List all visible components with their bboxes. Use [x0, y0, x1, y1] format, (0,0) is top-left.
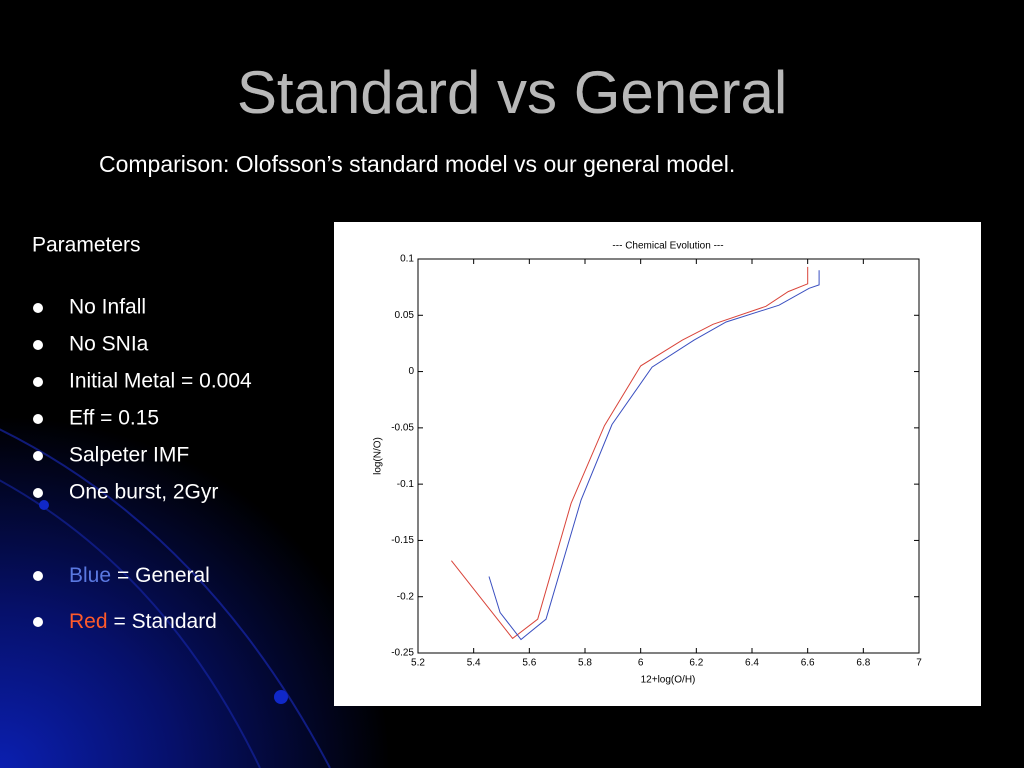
bullet-dot: [33, 451, 43, 461]
bullet-dot: [33, 571, 43, 581]
slide-title: Standard vs General: [237, 59, 787, 126]
bullet-dot: [33, 617, 43, 627]
highlight-word: Blue: [69, 564, 111, 587]
x-tick-label: 6.6: [801, 658, 815, 669]
bullet-dot: [33, 340, 43, 350]
bullet-text: Initial Metal = 0.004: [69, 370, 252, 393]
bullet-text: No Infall: [69, 296, 146, 319]
chart-title: --- Chemical Evolution ---: [612, 241, 723, 252]
bullet-text: Eff = 0.15: [69, 407, 159, 430]
series-line: [451, 266, 809, 640]
x-tick-label: 6.8: [856, 658, 870, 669]
bullet-rest: = General: [117, 564, 210, 587]
section-heading: Parameters: [32, 234, 141, 257]
bullet-text: One burst, 2Gyr: [69, 481, 218, 504]
x-tick-label: 7: [916, 658, 922, 669]
bullet-dot: [33, 414, 43, 424]
y-tick-label: 0.1: [400, 254, 414, 265]
x-tick-label: 6.2: [689, 658, 703, 669]
bullet-text: No SNIa: [69, 333, 149, 356]
decor-arc: [0, 428, 331, 768]
bullet-dot: [33, 303, 43, 313]
x-tick-label: 5.4: [467, 658, 481, 669]
y-tick-label: -0.15: [391, 535, 414, 546]
bullet-dot: [33, 377, 43, 387]
x-tick-label: 5.6: [522, 658, 536, 669]
bullet-dot: [33, 488, 43, 498]
y-tick-label: 0: [408, 366, 414, 377]
x-tick-label: 6.4: [745, 658, 759, 669]
series-line: [488, 270, 820, 641]
x-tick-label: 5.2: [411, 658, 425, 669]
x-axis-label: 12+log(O/H): [641, 675, 696, 686]
y-tick-label: -0.2: [397, 591, 415, 602]
bullet-text: Blue = General: [69, 564, 210, 587]
bullet-text: Salpeter IMF: [69, 444, 189, 467]
y-tick-label: -0.05: [391, 422, 414, 433]
x-tick-label: 5.8: [578, 658, 592, 669]
highlight-word: Red: [69, 610, 108, 633]
y-tick-label: -0.25: [391, 648, 414, 659]
y-tick-label: 0.05: [395, 310, 415, 321]
y-tick-label: -0.1: [397, 479, 415, 490]
x-tick-label: 6: [638, 658, 644, 669]
chart-panel: [334, 222, 981, 706]
plot-frame: [417, 258, 920, 654]
bullet-text: Red = Standard: [69, 610, 217, 633]
decor-arc: [0, 479, 261, 768]
bullet-rest: = Standard: [114, 610, 217, 633]
subtitle: Comparison: Olofsson’s standard model vs…: [99, 151, 735, 177]
decor-dot: [274, 690, 288, 704]
decor-dot: [39, 500, 49, 510]
y-axis-label: log(N/O): [373, 437, 384, 475]
